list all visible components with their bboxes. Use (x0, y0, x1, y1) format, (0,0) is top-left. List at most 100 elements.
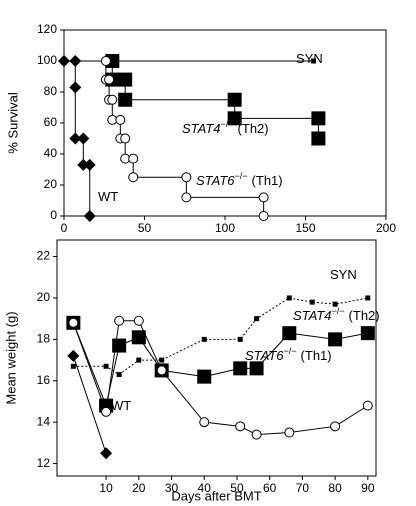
annotation: SYN (296, 51, 323, 66)
y-tick-label: 18 (37, 332, 51, 346)
marker-square (311, 111, 326, 126)
annotation-superscript: −/− (332, 306, 345, 316)
annotation: STAT4−/− (Th2) (293, 306, 380, 323)
annotation-tail: (Th1) (252, 173, 283, 188)
annotation-text: STAT4 (182, 121, 221, 136)
marker-diamond (83, 158, 96, 171)
marker-circle (362, 400, 373, 411)
y-tick-label: 0 (50, 208, 57, 222)
y-tick-label: 22 (37, 249, 51, 263)
x-tick-label: 0 (61, 221, 68, 235)
marker-square (328, 332, 343, 347)
marker-diamond (100, 447, 113, 460)
x-tick-label: 100 (215, 221, 235, 235)
x-tick-label: 50 (230, 481, 244, 495)
annotation: STAT4−/− (Th2) (182, 119, 269, 136)
x-tick-label: 70 (296, 481, 310, 495)
marker-diamond (77, 132, 90, 145)
series-line (72, 355, 107, 454)
annotation-text: SYN (330, 267, 357, 282)
marker-square (118, 72, 133, 87)
y-axis-label: % Survival (5, 92, 20, 154)
annotation: WT (111, 398, 131, 413)
marker-circle (199, 417, 210, 428)
marker-diamond (83, 210, 96, 222)
marker-small-square (311, 58, 317, 64)
x-tick-label: 80 (328, 481, 342, 495)
marker-diamond (69, 132, 82, 145)
marker-diamond (77, 158, 90, 171)
x-tick-label: 60 (263, 481, 277, 495)
marker-square (197, 369, 212, 384)
annotation-tail: (Th1) (301, 348, 332, 363)
marker-circle (330, 421, 341, 432)
x-tick-label: 20 (132, 481, 146, 495)
x-tick-label: 200 (376, 221, 396, 235)
annotation-text: STAT6 (245, 348, 284, 363)
plot-frame (56, 239, 377, 477)
annotation-tail: (Th2) (238, 121, 269, 136)
y-tick-label: 20 (44, 177, 58, 191)
annotation: STAT6−/− (Th1) (196, 171, 283, 188)
annotation: SYN (330, 267, 357, 282)
annotation-tail: (Th2) (349, 308, 380, 323)
marker-square (227, 92, 242, 107)
marker-small-square (286, 295, 292, 301)
y-axis-label: Mean weight (g) (3, 311, 18, 404)
marker-small-square (136, 357, 142, 363)
marker-circle (100, 56, 111, 66)
x-axis-label: Days after BMT (171, 488, 261, 503)
annotation: STAT6−/− (Th1) (245, 346, 332, 363)
marker-circle (68, 317, 79, 328)
x-tick-label: 10 (99, 481, 113, 495)
x-tick-label: 50 (138, 221, 152, 235)
marker-square (282, 326, 297, 341)
marker-circle (120, 133, 131, 144)
marker-small-square (103, 363, 109, 369)
marker-diamond (69, 55, 82, 67)
marker-circle (258, 192, 269, 203)
marker-circle (114, 315, 125, 326)
y-tick-label: 100 (37, 53, 57, 67)
marker-square (311, 131, 326, 146)
y-tick-label: 80 (44, 84, 58, 98)
marker-diamond (67, 349, 80, 362)
annotation-superscript: −/− (235, 171, 248, 181)
marker-square (112, 338, 127, 353)
marker-small-square (365, 295, 371, 301)
marker-circle (107, 94, 118, 105)
x-tick-label: 150 (295, 221, 315, 235)
marker-small-square (332, 301, 338, 307)
marker-circle (181, 172, 192, 183)
y-tick-label: 20 (37, 290, 51, 304)
y-tick-label: 60 (44, 115, 58, 129)
x-tick-label: 30 (165, 481, 179, 495)
annotation-text: STAT6 (196, 173, 235, 188)
marker-circle (128, 153, 139, 164)
marker-small-square (254, 316, 260, 322)
marker-square (249, 361, 264, 376)
marker-circle (104, 74, 115, 85)
marker-circle (128, 172, 139, 183)
x-tick-label: 40 (198, 481, 212, 495)
marker-small-square (159, 357, 165, 363)
y-tick-label: 120 (37, 22, 57, 36)
annotation-text: WT (98, 189, 118, 204)
marker-circle (101, 406, 112, 417)
marker-circle (133, 315, 144, 326)
marker-circle (156, 365, 167, 376)
marker-circle (284, 427, 295, 438)
y-tick-label: 14 (37, 414, 51, 428)
marker-circle (235, 421, 246, 432)
marker-small-square (116, 372, 122, 378)
marker-square (360, 326, 375, 341)
annotation: WT (98, 189, 118, 204)
annotation-text: SYN (296, 51, 323, 66)
marker-small-square (237, 336, 243, 342)
marker-circle (258, 211, 269, 221)
marker-circle (251, 429, 262, 440)
marker-circle (115, 114, 126, 125)
marker-diamond (58, 55, 70, 67)
y-tick-label: 12 (37, 456, 51, 470)
